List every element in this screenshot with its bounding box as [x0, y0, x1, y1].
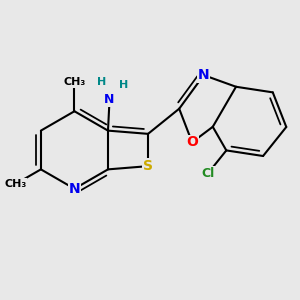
Text: Cl: Cl	[202, 167, 215, 180]
Text: H: H	[119, 80, 128, 91]
Text: H: H	[97, 76, 106, 87]
Text: N: N	[104, 93, 115, 106]
Text: CH₃: CH₃	[4, 179, 27, 189]
Text: CH₃: CH₃	[63, 77, 86, 87]
Text: N: N	[69, 182, 80, 196]
Text: S: S	[143, 159, 153, 173]
Text: N: N	[198, 68, 209, 82]
Text: O: O	[186, 135, 198, 149]
